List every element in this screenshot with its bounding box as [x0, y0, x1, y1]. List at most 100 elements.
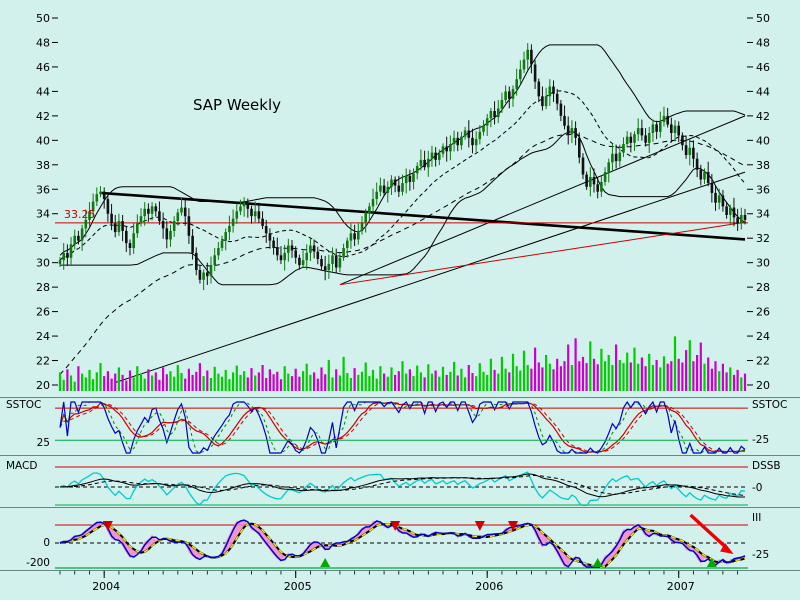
candle	[69, 244, 73, 258]
candle	[95, 194, 99, 202]
candle	[640, 128, 644, 136]
candle	[592, 177, 596, 185]
price-tick-right: 22	[756, 355, 770, 368]
sstoc-label-left: SSTOC	[6, 399, 41, 411]
volume-bar	[699, 342, 702, 391]
volume-bar	[449, 371, 452, 391]
price-tick-right: 26	[756, 306, 770, 319]
volume-bar	[95, 372, 98, 391]
candle	[301, 260, 305, 266]
candle	[294, 250, 297, 258]
volume-bar	[486, 374, 489, 391]
momentum-fill	[60, 519, 745, 567]
candle	[644, 135, 647, 143]
volume-bar	[184, 378, 187, 391]
candle	[379, 185, 382, 192]
candle	[99, 191, 102, 195]
candle	[471, 137, 474, 146]
volume-bar	[397, 371, 400, 391]
volume-bar	[239, 374, 242, 391]
volume-bar	[235, 365, 238, 391]
candle	[721, 195, 725, 207]
price-tick-right: 24	[756, 330, 770, 343]
price-tick-left: 24	[36, 330, 50, 343]
candle	[482, 125, 485, 132]
sell-triangle	[474, 521, 485, 531]
volume-bar	[622, 363, 625, 391]
candle	[342, 248, 345, 258]
volume-bar	[77, 366, 80, 391]
candle	[596, 184, 599, 192]
price-tick-right: 40	[756, 134, 770, 147]
price-tick-right: 34	[756, 208, 770, 221]
sell-triangle	[507, 521, 518, 531]
volume-bar	[88, 369, 91, 391]
candle	[187, 216, 191, 236]
volume-bar	[559, 366, 562, 391]
candle	[662, 115, 666, 122]
candle	[360, 222, 364, 231]
volume-bar	[346, 373, 349, 391]
candle	[169, 230, 172, 240]
volume-bar	[666, 363, 669, 391]
candle	[659, 122, 662, 132]
volume-bar	[165, 374, 168, 391]
axes-labels: 50 50 48 48 46 46 44 44 42 42 40 40 38 38 36 36 34 34 32 32…	[6, 12, 787, 593]
candle	[125, 230, 128, 244]
macd-panel	[55, 466, 748, 506]
volume-bar	[220, 376, 224, 391]
price-tick-right: 42	[756, 110, 770, 123]
annotation-arrow	[689, 513, 734, 554]
candle	[375, 191, 378, 199]
candle	[559, 103, 563, 116]
volume-bar	[563, 361, 566, 391]
volume-bar	[228, 379, 231, 391]
macd-label-left: MACD	[6, 460, 37, 472]
candle	[231, 218, 235, 226]
price-tick-right: 46	[756, 61, 770, 74]
volume-bar	[110, 378, 113, 391]
price-tick-left: 34	[36, 208, 50, 221]
candle	[548, 86, 552, 97]
candle	[279, 255, 283, 261]
candle	[603, 172, 607, 182]
volume-bar	[655, 360, 658, 391]
candle	[239, 206, 242, 212]
price-tick-left: 46	[36, 61, 50, 74]
candle	[209, 265, 213, 277]
volume-bar	[677, 358, 680, 391]
candle	[382, 185, 386, 193]
candle	[493, 111, 496, 118]
volume-bar	[375, 378, 378, 391]
candle	[62, 252, 65, 261]
candle	[147, 208, 150, 214]
volume-bar	[519, 370, 522, 391]
volume-bar	[659, 367, 662, 391]
candle	[390, 179, 393, 187]
volume-bar	[143, 378, 146, 391]
candle	[703, 172, 706, 180]
candle	[636, 128, 640, 135]
volume-bar	[537, 362, 540, 391]
price-tick-right: 44	[756, 85, 770, 98]
candle	[139, 216, 143, 224]
volume-bar	[206, 370, 209, 391]
volume-bar	[279, 379, 283, 391]
candle	[91, 201, 95, 212]
candle	[485, 118, 489, 126]
candle	[183, 207, 187, 217]
candle	[736, 217, 739, 224]
candle	[452, 137, 456, 144]
candle	[438, 153, 441, 160]
year-label: 2006	[475, 580, 503, 593]
candle	[423, 159, 426, 168]
candle	[655, 124, 658, 132]
volume-bar	[416, 365, 419, 391]
arrow-head	[720, 543, 734, 554]
candle	[213, 255, 216, 266]
volume-bar	[187, 368, 190, 391]
volume-bar	[504, 368, 507, 391]
trendlines	[55, 115, 748, 384]
volume-bar	[629, 362, 632, 391]
volume-bar	[390, 367, 393, 391]
